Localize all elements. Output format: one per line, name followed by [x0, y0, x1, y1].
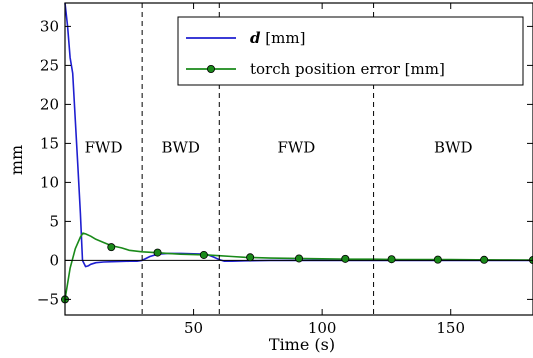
y-tick-label-4: 15 [40, 134, 59, 152]
series-markers [61, 243, 533, 304]
series-line-1 [64, 232, 533, 300]
x-tick-label-2: 150 [436, 319, 465, 337]
ticks: 50 100 150 −5 0 5 10 15 20 25 30 [37, 3, 533, 337]
y-tick-label-3: 10 [40, 173, 59, 191]
y-tick-label-6: 25 [40, 56, 59, 74]
series-marker-1-7 [387, 255, 396, 264]
series-marker-1-9 [480, 255, 489, 264]
x-tick-label-0: 50 [184, 319, 203, 337]
phase-boundaries: FWD BWD FWD BWD [85, 3, 473, 315]
y-axis-label: mm [7, 145, 26, 175]
phase-label-1: BWD [161, 138, 199, 156]
y-tick-label-2: 5 [49, 212, 59, 230]
series-marker-1-8 [433, 255, 442, 264]
phase-label-2: FWD [277, 138, 315, 156]
y-tick-label-1: 0 [49, 251, 59, 269]
legend-label-0: d [mm] [250, 29, 305, 47]
phase-label-0: FWD [85, 138, 123, 156]
legend-marker-1 [206, 65, 215, 74]
axes [64, 2, 533, 316]
y-tick-label-5: 20 [40, 95, 59, 113]
x-axis-label: Time (s) [269, 335, 335, 354]
series-marker-1-3 [199, 250, 208, 259]
legend: d [mm] torch position error [mm] [177, 16, 524, 86]
plot-frame [64, 2, 533, 316]
legend-box [177, 16, 524, 86]
series-marker-1-6 [341, 254, 350, 263]
series-marker-1-4 [246, 253, 255, 262]
series-marker-1-1 [107, 243, 116, 252]
legend-label-1: torch position error [mm] [250, 60, 445, 78]
x-tick-label-1: 100 [308, 319, 337, 337]
y-tick-label-7: 30 [40, 17, 59, 35]
legend-label-symbol: d [250, 29, 261, 47]
series-marker-1-2 [153, 248, 162, 257]
series-marker-1-5 [294, 254, 303, 263]
y-tick-label-0: −5 [37, 290, 59, 308]
legend-label-unit: [mm] [261, 29, 306, 47]
phase-label-3: BWD [434, 138, 472, 156]
